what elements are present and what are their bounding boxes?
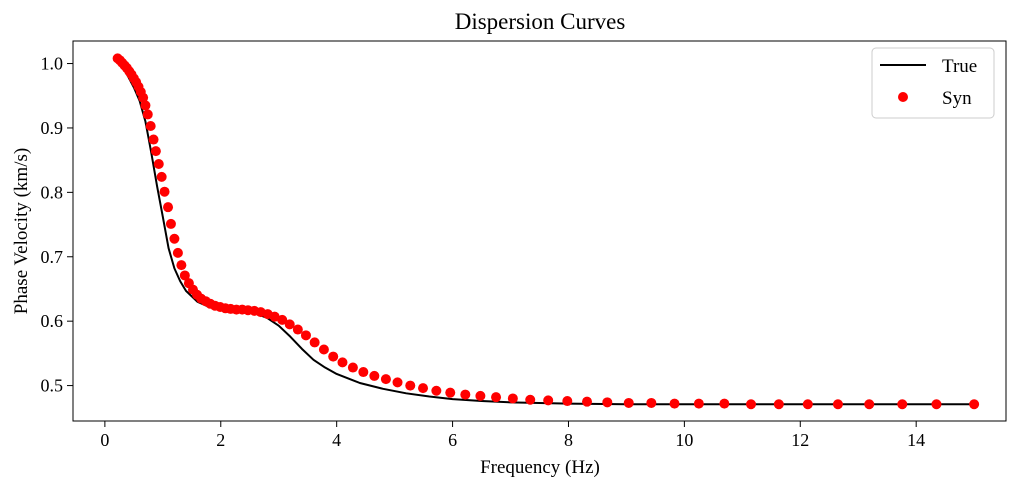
syn-point: [431, 385, 442, 396]
syn-point: [864, 399, 875, 410]
syn-point: [277, 314, 288, 325]
x-axis-ticks: 0 2 4 6 8 10 12 14: [100, 421, 925, 450]
syn-point: [897, 399, 908, 410]
syn-point: [931, 399, 942, 410]
syn-point: [292, 324, 303, 335]
syn-point: [165, 218, 176, 229]
syn-point: [623, 397, 634, 408]
x-tick-label: 0: [100, 430, 109, 450]
syn-point: [176, 260, 187, 271]
syn-point: [832, 399, 843, 410]
x-tick-label: 6: [448, 430, 457, 450]
syn-point: [491, 392, 502, 403]
chart-title: Dispersion Curves: [455, 9, 626, 34]
legend-true-label: True: [942, 56, 977, 77]
legend-syn-label: Syn: [942, 88, 972, 109]
syn-point: [525, 394, 536, 405]
syn-point: [150, 146, 161, 157]
syn-point: [138, 92, 149, 103]
syn-point: [773, 399, 784, 410]
y-axis-label: Phase Velocity (km/s): [11, 148, 32, 314]
syn-point: [475, 390, 486, 401]
legend-syn-marker: [898, 92, 908, 102]
x-tick-label: 14: [907, 430, 925, 450]
syn-point: [309, 337, 320, 348]
syn-point: [418, 383, 429, 394]
syn-point: [300, 330, 311, 341]
series-layer: [112, 53, 980, 410]
syn-point: [156, 171, 167, 182]
syn-point: [163, 202, 174, 213]
y-axis-ticks: 0.5 0.6 0.7 0.8 0.9 1.0: [41, 54, 73, 396]
syn-point: [602, 397, 613, 408]
syn-point: [746, 399, 757, 410]
syn-point: [693, 398, 704, 409]
syn-point: [380, 374, 391, 385]
syn-point: [328, 351, 339, 362]
syn-point: [148, 134, 159, 145]
syn-point: [445, 387, 456, 398]
syn-point: [172, 247, 183, 258]
series-line-true: [115, 57, 976, 406]
y-tick-label: 1.0: [41, 54, 64, 74]
y-tick-label: 0.5: [41, 376, 64, 396]
syn-point: [159, 186, 170, 197]
syn-point: [145, 121, 156, 132]
syn-point: [507, 393, 518, 404]
plot-frame: [72, 40, 1007, 422]
x-tick-label: 4: [332, 430, 341, 450]
x-tick-label: 8: [564, 430, 573, 450]
syn-point: [284, 319, 295, 330]
syn-point: [347, 362, 358, 373]
syn-point: [562, 396, 573, 407]
syn-point: [969, 399, 980, 410]
syn-point: [269, 311, 280, 322]
y-tick-label: 0.9: [41, 118, 64, 138]
x-tick-label: 10: [675, 430, 693, 450]
x-tick-label: 12: [791, 430, 809, 450]
syn-point: [369, 370, 380, 381]
syn-point: [719, 398, 730, 409]
syn-point: [318, 344, 329, 355]
syn-point: [392, 377, 403, 388]
syn-point: [646, 397, 657, 408]
legend: True Syn: [871, 47, 995, 119]
syn-point: [669, 398, 680, 409]
syn-point: [179, 270, 190, 281]
syn-point: [140, 100, 151, 111]
syn-point: [358, 367, 369, 378]
x-tick-label: 2: [216, 430, 225, 450]
syn-point: [142, 109, 153, 120]
syn-point: [582, 396, 593, 407]
y-tick-label: 0.8: [41, 182, 64, 202]
syn-point: [169, 233, 180, 244]
syn-point: [460, 389, 471, 400]
y-tick-label: 0.7: [41, 247, 64, 267]
x-axis-label: Frequency (Hz): [480, 457, 600, 478]
syn-point: [337, 357, 348, 368]
syn-point: [802, 399, 813, 410]
syn-point: [543, 395, 554, 406]
y-tick-label: 0.6: [41, 311, 64, 331]
syn-point: [405, 380, 416, 391]
syn-point: [153, 159, 164, 170]
